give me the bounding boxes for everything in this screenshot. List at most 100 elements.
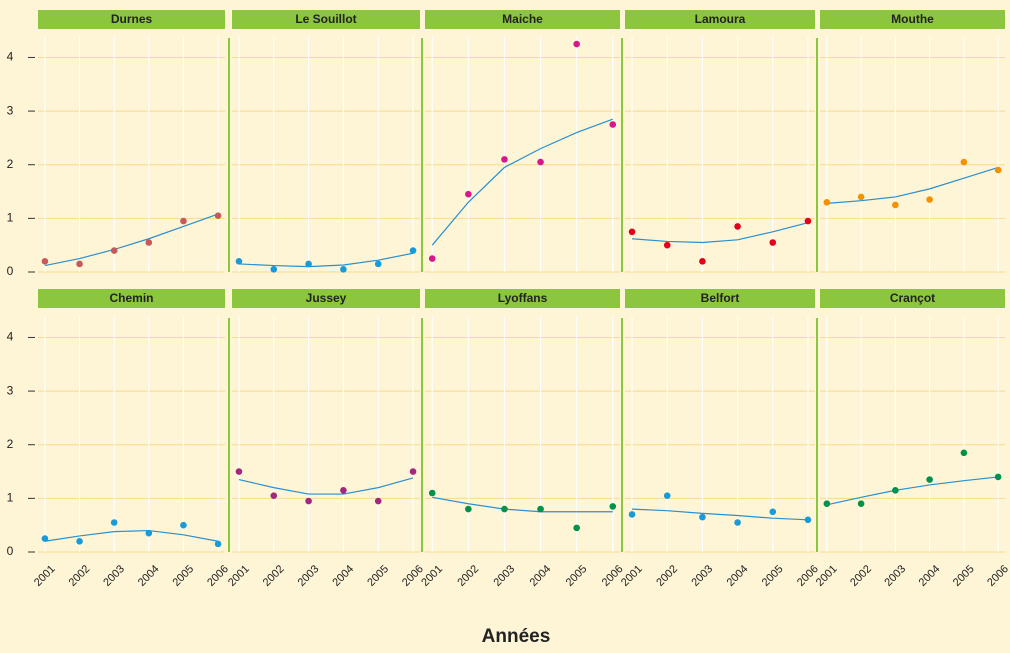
data-point [857,500,865,508]
trend-line [826,476,999,506]
panel-header [38,289,225,308]
panel-header [820,289,1005,308]
data-point [994,473,1002,481]
data-point [374,260,382,268]
x-tick-label: 2002 [848,563,874,589]
data-point [537,505,544,513]
data-point [769,508,777,516]
data-point [994,166,1002,174]
data-point [235,257,243,265]
trend-line [826,166,999,204]
data-point [804,516,812,524]
panel-title: Durnes [111,12,153,26]
data-point [892,201,899,209]
data-point [305,497,312,505]
x-tick-label: 2005 [760,563,786,589]
y-tick-label: 2 [7,437,14,451]
y-tick-label: 1 [7,211,14,225]
y-tick-label: 3 [7,103,14,117]
x-tick-label: 2004 [725,563,751,589]
panel-header [38,10,225,29]
panel-title: Lamoura [695,12,746,26]
x-tick-label: 2001 [226,563,252,589]
data-point [76,260,83,268]
data-point [804,217,812,225]
x-tick-label: 2004 [917,563,943,589]
data-point [235,468,243,475]
data-point [180,521,187,529]
data-point [857,193,865,201]
y-tick-label: 2 [7,157,14,171]
data-point [305,260,312,268]
data-point [409,247,417,254]
panel-header [425,289,620,308]
data-point [960,449,968,457]
x-tick-label: 2005 [951,563,977,589]
x-tick-label: 2002 [67,563,93,589]
x-tick-label: 2004 [528,563,554,589]
data-point [214,212,222,219]
x-tick-label: 2005 [365,563,391,589]
data-point [734,519,741,526]
x-tick-label: 2004 [136,563,162,589]
panel-title: Jussey [306,291,347,305]
x-tick-label: 2004 [330,563,356,589]
data-point [628,228,636,236]
x-tick-label: 2001 [814,563,840,589]
panel-header [232,289,420,308]
x-tick-label: 2003 [296,563,322,589]
trend-line [44,529,219,542]
data-point [501,505,508,513]
x-tick-label: 2001 [32,563,58,589]
panel-header [625,10,815,29]
data-point [573,40,580,48]
x-tick-label: 2005 [170,563,196,589]
panel-title: Crançot [890,291,935,305]
data-point [699,257,706,265]
data-point [145,529,153,537]
y-tick-label: 0 [7,264,14,278]
trend-line [632,508,808,521]
data-point [428,489,436,497]
x-tick-label: 2001 [619,563,645,589]
panel-header [820,10,1005,29]
trend-line [432,496,613,513]
trend-line [631,222,809,244]
data-point [663,492,671,499]
data-point [465,505,472,513]
data-point [537,158,544,166]
panel-header [625,289,815,308]
data-point [145,239,153,246]
data-point [628,511,636,518]
data-point [270,492,278,499]
data-point [409,468,417,475]
data-point [769,239,777,246]
data-point [340,487,347,494]
data-point [609,503,617,510]
data-point [270,266,278,273]
x-tick-label: 2006 [205,563,231,589]
y-tick-label: 4 [7,330,14,344]
y-tick-label: 3 [7,383,14,397]
x-tick-label: 2005 [564,563,590,589]
trend-line [238,252,414,268]
panel-title: Mouthe [891,12,934,26]
x-tick-label: 2002 [455,563,481,589]
data-point [892,487,899,494]
x-tick-label: 2003 [689,563,715,589]
x-tick-label: 2003 [491,563,517,589]
data-point [699,513,706,521]
panel-header [232,10,420,29]
data-point [823,198,831,206]
data-point [340,266,347,273]
x-tick-label: 2006 [400,563,426,589]
data-point [76,537,83,545]
panel-title: Belfort [701,291,740,305]
trend-line [238,477,414,495]
x-tick-label: 2001 [419,563,445,589]
trend-line [44,213,219,267]
panel-header [425,10,620,29]
trend-line [431,118,613,246]
x-tick-label: 2002 [654,563,680,589]
